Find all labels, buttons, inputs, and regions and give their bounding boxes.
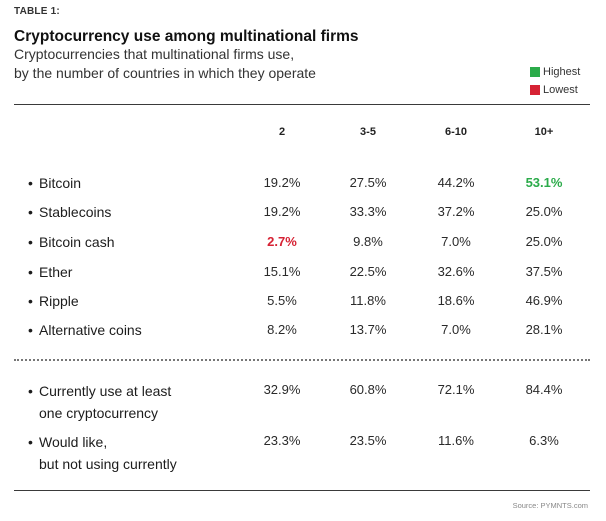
table-row: • Bitcoin cash 2.7% 9.8% 7.0% 25.0% — [0, 234, 606, 254]
summary-row-label: • Would like, but not using currently — [28, 434, 177, 472]
table-title: Cryptocurrency use among multinational f… — [14, 28, 359, 45]
legend-highest-swatch — [530, 67, 540, 77]
table-cell: 32.9% — [263, 382, 301, 397]
table-cell: 18.6% — [437, 293, 475, 308]
legend-highest: Highest — [530, 66, 580, 78]
subtitle-line-2: by the number of countries in which they… — [14, 65, 316, 81]
table-cell: 19.2% — [263, 204, 301, 219]
table-cell: 37.5% — [525, 264, 563, 279]
column-header-3-5: 3-5 — [360, 126, 376, 138]
table-cell: 19.2% — [263, 175, 301, 190]
table-cell: 15.1% — [263, 264, 301, 279]
table-cell: 9.8% — [353, 234, 383, 249]
table-cell: 84.4% — [525, 382, 563, 397]
table-subtitle: Cryptocurrencies that multinational firm… — [14, 45, 394, 83]
table-cell: 25.0% — [525, 234, 563, 249]
row-label: • Bitcoin cash — [28, 234, 115, 250]
row-label: • Ripple — [28, 293, 79, 309]
legend-lowest: Lowest — [530, 84, 578, 96]
table-cell: 23.5% — [349, 433, 387, 448]
legend-lowest-label: Lowest — [543, 84, 578, 96]
row-label: • Alternative coins — [28, 322, 142, 338]
table-cell: 25.0% — [525, 204, 563, 219]
summary-row: • Would like, but not using currently 23.… — [0, 431, 606, 475]
table-row: • Stablecoins 19.2% 33.3% 37.2% 25.0% — [0, 204, 606, 224]
table-cell: 11.6% — [438, 433, 474, 448]
table-label: TABLE 1: — [14, 6, 60, 17]
summary-row: • Currently use at least one cryptocurren… — [0, 380, 606, 424]
table-cell: 6.3% — [529, 433, 559, 448]
table-row: • Bitcoin 19.2% 27.5% 44.2% 53.1% — [0, 175, 606, 195]
table-cell: 27.5% — [349, 175, 387, 190]
table-cell-lowest: 2.7% — [267, 234, 297, 249]
legend-lowest-swatch — [530, 85, 540, 95]
column-header-10-plus: 10+ — [534, 126, 554, 138]
summary-row-label: • Currently use at least one cryptocurren… — [28, 383, 172, 421]
table-cell: 11.8% — [350, 293, 386, 308]
table-cell: 13.7% — [349, 322, 387, 337]
table-cell-highest: 53.1% — [525, 175, 563, 190]
table-cell: 37.2% — [437, 204, 475, 219]
section-divider — [14, 359, 590, 361]
column-header-2: 2 — [278, 126, 286, 138]
table-cell: 23.3% — [263, 433, 301, 448]
table-cell: 7.0% — [441, 322, 471, 337]
top-rule — [14, 104, 590, 105]
table-cell: 22.5% — [349, 264, 387, 279]
bottom-rule — [14, 490, 590, 491]
table-cell: 46.9% — [525, 293, 563, 308]
table-cell: 5.5% — [267, 293, 297, 308]
table-row: • Ether 15.1% 22.5% 32.6% 37.5% — [0, 264, 606, 284]
table-cell: 72.1% — [437, 382, 475, 397]
legend-highest-label: Highest — [543, 66, 581, 78]
table-row: • Ripple 5.5% 11.8% 18.6% 46.9% — [0, 293, 606, 313]
row-label: • Stablecoins — [28, 204, 112, 220]
column-header-6-10: 6-10 — [444, 126, 468, 138]
subtitle-line-1: Cryptocurrencies that multinational firm… — [14, 46, 295, 62]
table-cell: 60.8% — [349, 382, 387, 397]
row-label: • Bitcoin — [28, 175, 82, 191]
table-cell: 33.3% — [349, 204, 387, 219]
table-cell: 32.6% — [437, 264, 475, 279]
table-cell: 28.1% — [525, 322, 563, 337]
table-cell: 7.0% — [441, 234, 471, 249]
table-row: • Alternative coins 8.2% 13.7% 7.0% 28.1% — [0, 322, 606, 342]
table-cell: 44.2% — [437, 175, 475, 190]
row-label: • Ether — [28, 264, 73, 280]
table-cell: 8.2% — [267, 322, 297, 337]
source-note: Source: PYMNTS.com — [512, 501, 588, 510]
